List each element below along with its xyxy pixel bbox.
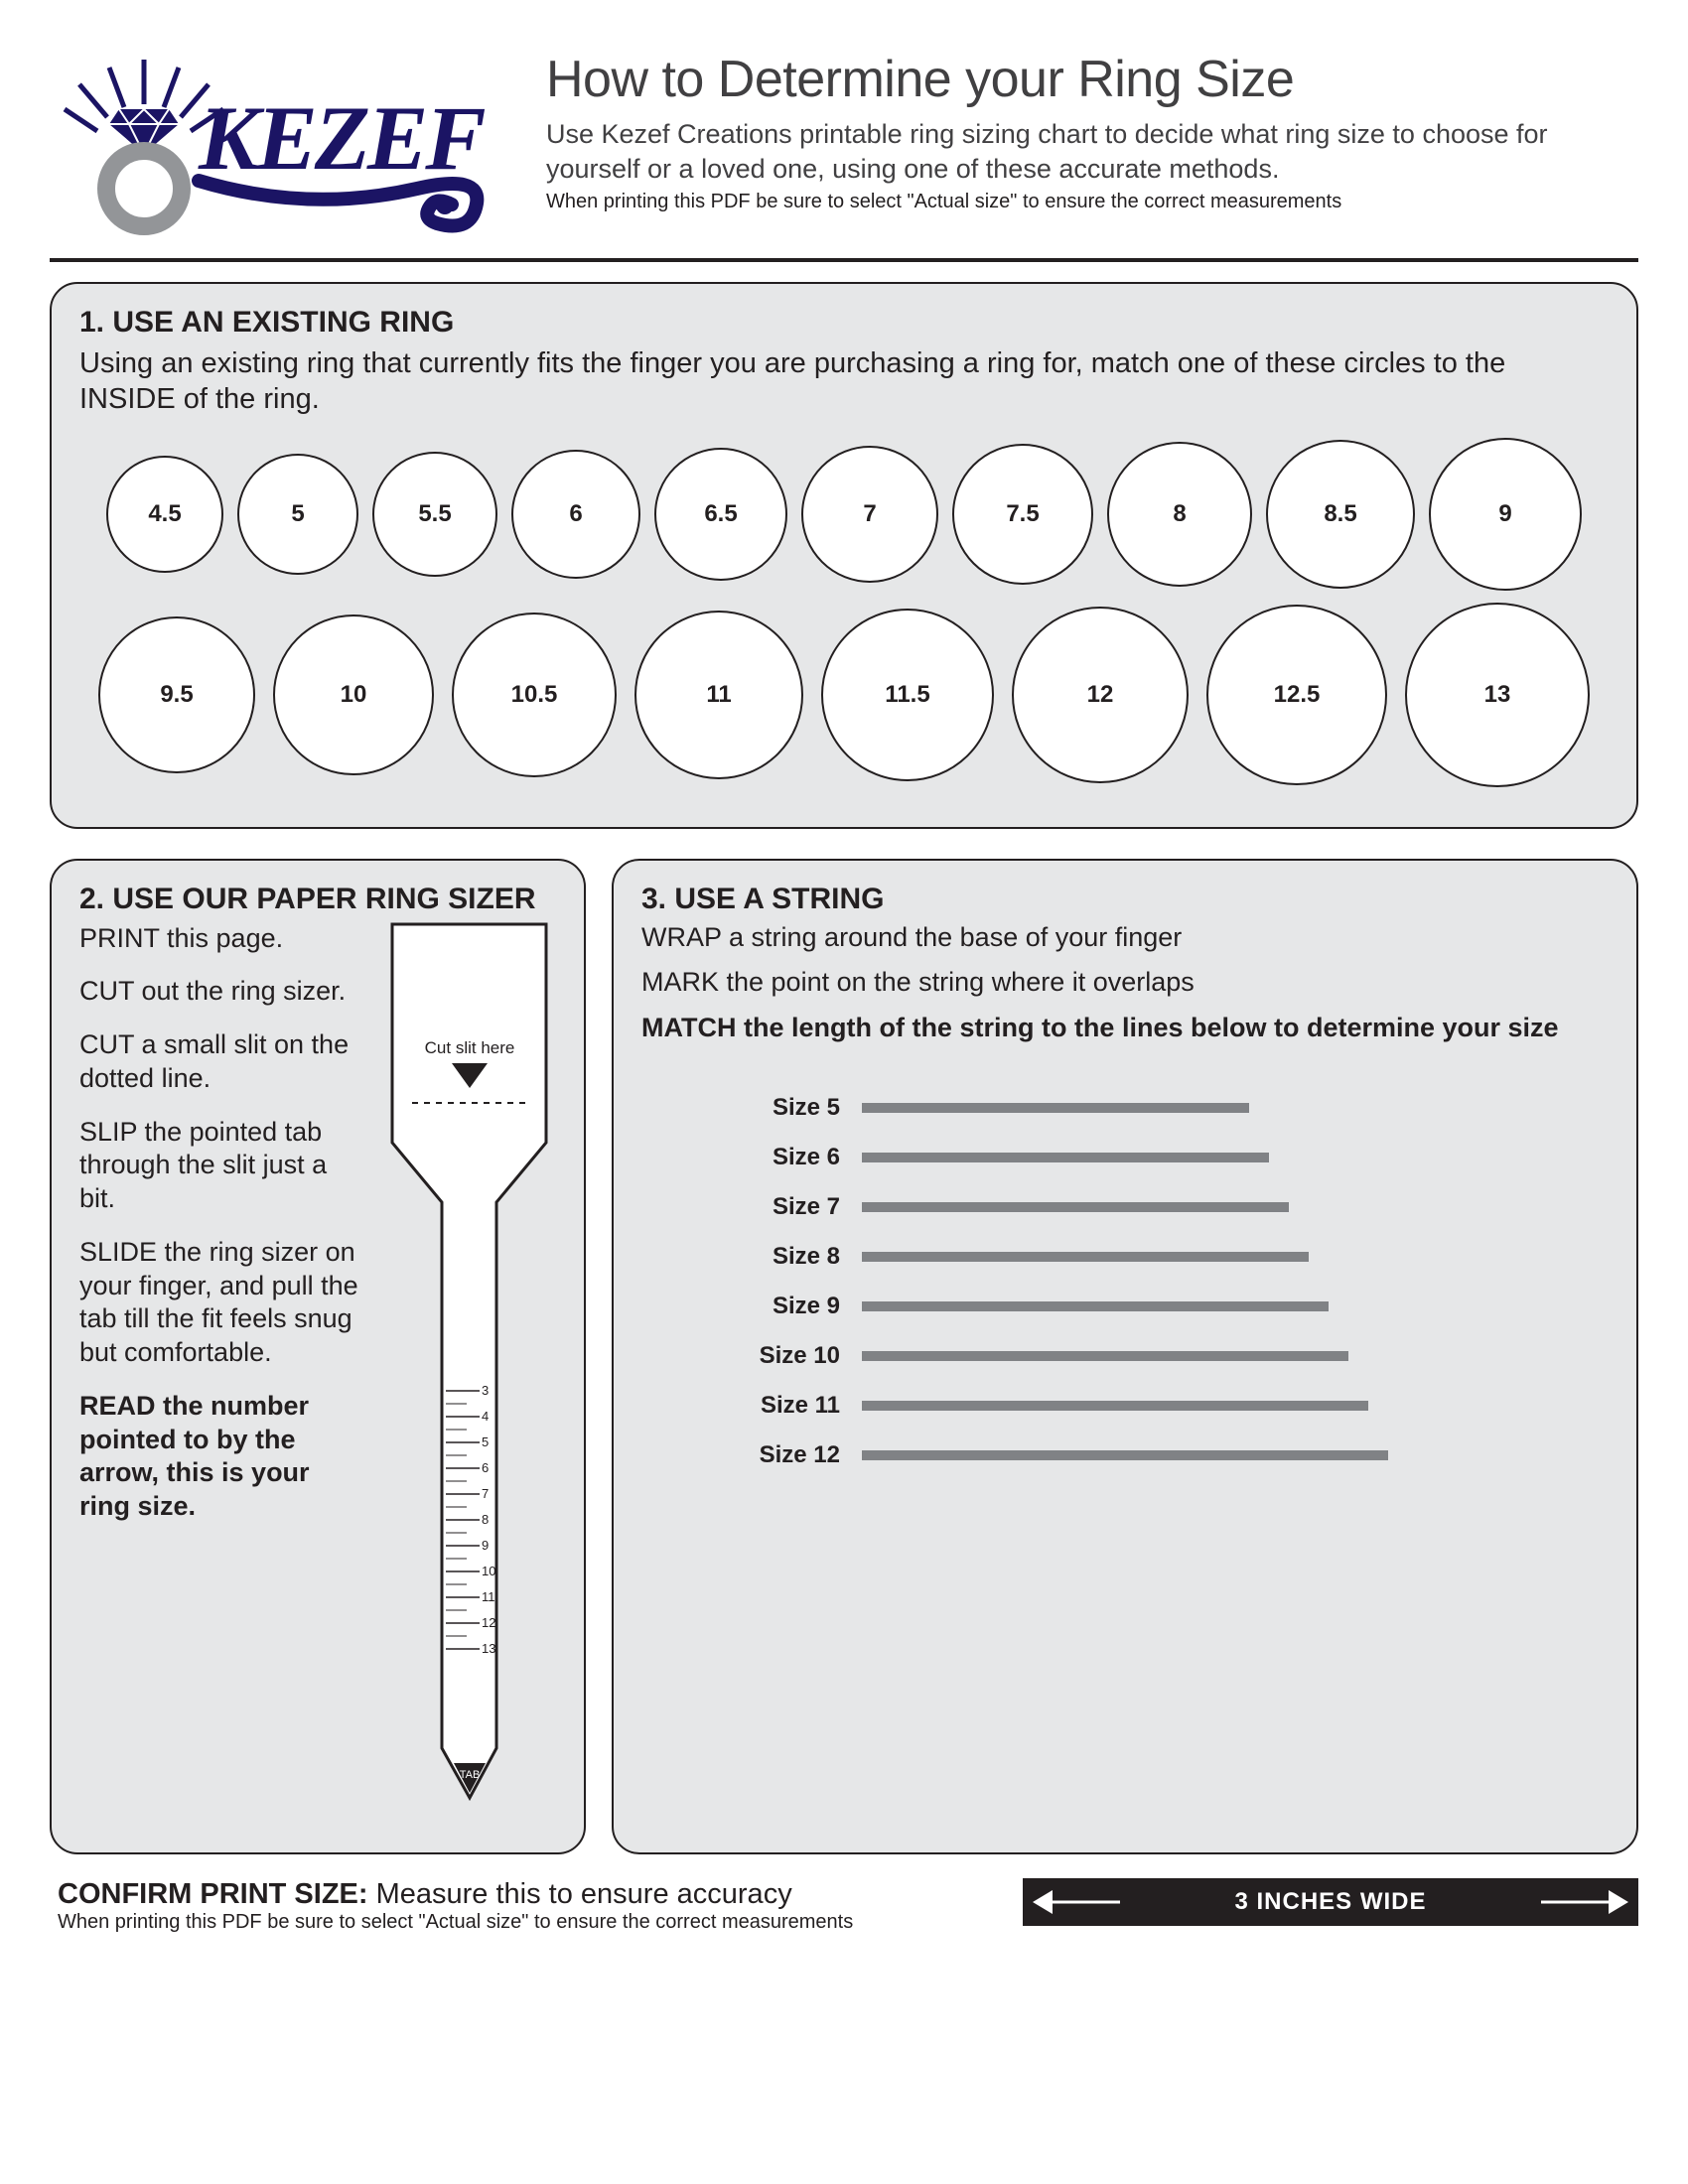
svg-text:8: 8 (482, 1512, 489, 1527)
kezef-logo: KEZEF (50, 50, 516, 243)
size-line-label: Size 7 (741, 1193, 840, 1221)
confirm-print-size: CONFIRM PRINT SIZE: Measure this to ensu… (58, 1878, 1003, 1911)
ring-size-circle: 11 (634, 611, 803, 779)
step: SLIP the pointed tab through the slit ju… (79, 1116, 364, 1216)
section1-desc: Using an existing ring that currently fi… (79, 345, 1609, 418)
size-line-label: Size 11 (741, 1392, 840, 1420)
section-string: 3. USE A STRING WRAP a string around the… (612, 859, 1638, 1854)
svg-text:TAB: TAB (460, 1769, 481, 1781)
size-line-bar (862, 1252, 1309, 1262)
paper-sizer-tool: Cut slit here Cut slit here 345678910111… (382, 914, 556, 1813)
ring-size-circle: 13 (1405, 603, 1590, 787)
size-line-bar (862, 1351, 1348, 1361)
section-existing-ring: 1. USE AN EXISTING RING Using an existin… (50, 282, 1638, 829)
section-paper-sizer: 2. USE OUR PAPER RING SIZER PRINT this p… (50, 859, 586, 1854)
footer-note: When printing this PDF be sure to select… (58, 1911, 1003, 1934)
page-title: How to Determine your Ring Size (546, 50, 1638, 109)
size-line-bar (862, 1202, 1289, 1212)
ring-size-circle: 5 (237, 454, 358, 575)
svg-text:3: 3 (482, 1383, 489, 1398)
svg-text:13: 13 (482, 1641, 495, 1656)
ring-size-circle: 6.5 (654, 448, 787, 581)
svg-text:7: 7 (482, 1486, 489, 1501)
ring-size-circle: 4.5 (106, 456, 223, 573)
ring-size-circle: 8.5 (1266, 440, 1415, 589)
size-line: Size 8 (741, 1243, 1609, 1271)
step: PRINT this page. (79, 922, 364, 956)
size-line-bar (862, 1450, 1388, 1460)
section1-title: 1. USE AN EXISTING RING (79, 306, 1609, 340)
width-badge-text: 3 INCHES WIDE (1234, 1888, 1426, 1916)
ring-size-circle: 12.5 (1206, 605, 1387, 785)
size-line-label: Size 8 (741, 1243, 840, 1271)
size-line-label: Size 9 (741, 1293, 840, 1320)
size-line-label: Size 12 (741, 1441, 840, 1469)
size-line-bar (862, 1401, 1368, 1411)
size-line-label: Size 6 (741, 1144, 840, 1171)
step: CUT a small slit on the dotted line. (79, 1028, 364, 1096)
page-note: When printing this PDF be sure to select… (546, 191, 1638, 213)
page-header: KEZEF How to Determine your Ring Size Us… (50, 50, 1638, 243)
size-line: Size 7 (741, 1193, 1609, 1221)
step: SLIDE the ring sizer on your finger, and… (79, 1236, 364, 1370)
svg-text:9: 9 (482, 1538, 489, 1553)
size-line-label: Size 5 (741, 1094, 840, 1122)
width-badge: 3 INCHES WIDE (1023, 1878, 1638, 1926)
size-line: Size 6 (741, 1144, 1609, 1171)
ring-size-circle: 5.5 (372, 452, 497, 577)
ring-size-circle: 9.5 (98, 616, 255, 773)
ring-size-circle: 9 (1429, 438, 1582, 591)
svg-text:6: 6 (482, 1460, 489, 1475)
section3-line3: MATCH the length of the string to the li… (641, 1012, 1609, 1045)
svg-text:10: 10 (482, 1564, 495, 1578)
svg-text:4: 4 (482, 1409, 489, 1424)
section3-line2: MARK the point on the string where it ov… (641, 967, 1609, 998)
sizer-instructions: PRINT this page. CUT out the ring sizer.… (79, 922, 364, 1813)
size-line: Size 10 (741, 1342, 1609, 1370)
ring-circles-row1: 4.555.566.577.588.59 (79, 438, 1609, 591)
header-text: How to Determine your Ring Size Use Keze… (546, 50, 1638, 243)
size-line-bar (862, 1103, 1249, 1113)
page-subtitle: Use Kezef Creations printable ring sizin… (546, 117, 1638, 187)
size-line: Size 9 (741, 1293, 1609, 1320)
ring-size-circle: 11.5 (821, 609, 994, 781)
ring-circles-row2: 9.51010.51111.51212.513 (79, 603, 1609, 787)
ring-size-circle: 10.5 (452, 613, 617, 777)
size-line-bar (862, 1301, 1329, 1311)
string-size-lines: Size 5 Size 6 Size 7 Size 8 Size 9 Size 10 Siz… (641, 1094, 1609, 1469)
svg-text:Cut slit here: Cut slit here (425, 1038, 515, 1057)
section3-line1: WRAP a string around the base of your fi… (641, 922, 1609, 953)
section2-title: 2. USE OUR PAPER RING SIZER (79, 883, 556, 916)
footer: CONFIRM PRINT SIZE: Measure this to ensu… (50, 1878, 1638, 1934)
svg-text:11: 11 (482, 1589, 495, 1604)
svg-text:5: 5 (482, 1434, 489, 1449)
size-line-bar (862, 1153, 1269, 1162)
step-final: READ the number pointed to by the arrow,… (79, 1390, 364, 1524)
ring-size-circle: 12 (1012, 607, 1189, 783)
size-line-label: Size 10 (741, 1342, 840, 1370)
header-rule (50, 258, 1638, 262)
ring-size-circle: 7.5 (952, 444, 1093, 585)
ring-size-circle: 6 (511, 450, 640, 579)
ring-size-circle: 10 (273, 614, 434, 775)
svg-text:12: 12 (482, 1615, 495, 1630)
ring-size-circle: 7 (801, 446, 938, 583)
step: CUT out the ring sizer. (79, 975, 364, 1009)
ring-size-circle: 8 (1107, 442, 1252, 587)
size-line: Size 5 (741, 1094, 1609, 1122)
size-line: Size 11 (741, 1392, 1609, 1420)
section3-title: 3. USE A STRING (641, 883, 1609, 916)
svg-text:KEZEF: KEZEF (198, 87, 485, 189)
size-line: Size 12 (741, 1441, 1609, 1469)
